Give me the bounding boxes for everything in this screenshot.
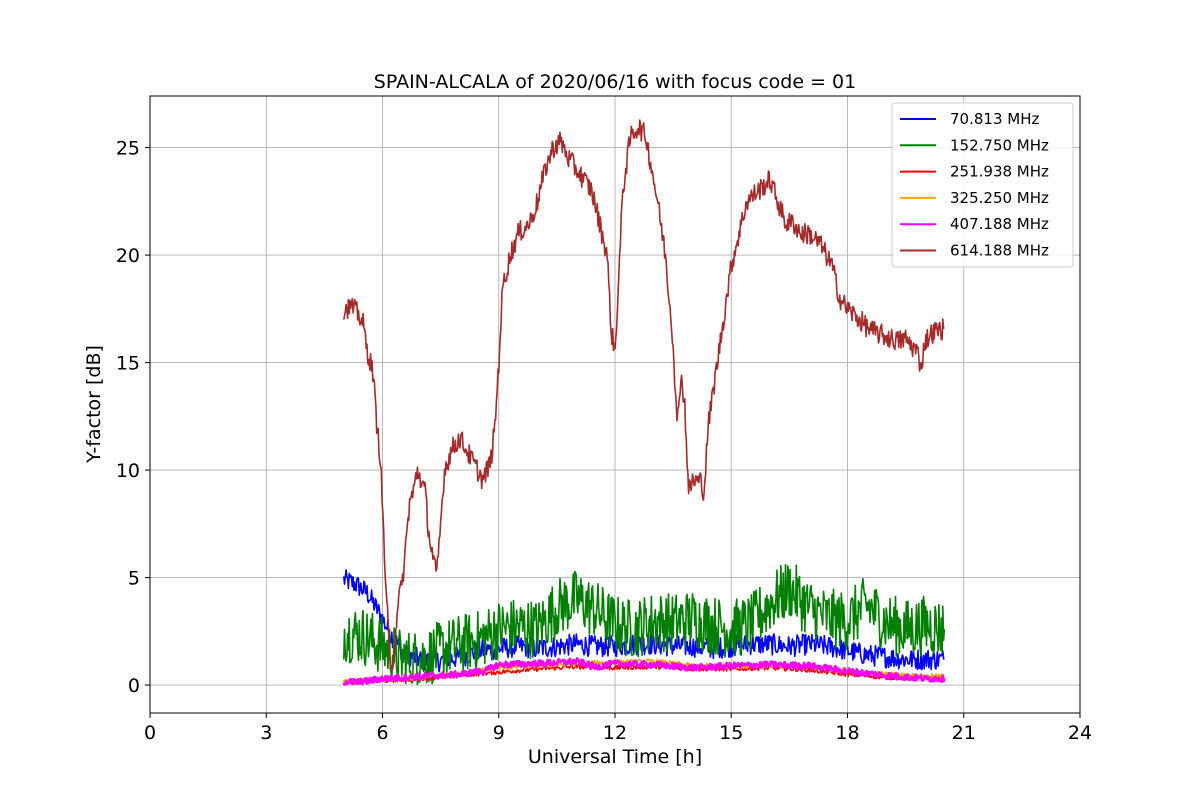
series-line-5 xyxy=(342,657,946,686)
legend-entry: 614.188 MHz xyxy=(950,242,1049,260)
y-axis-label: Y-factor [dB] xyxy=(83,345,105,464)
x-axis-label: Universal Time [h] xyxy=(528,746,702,768)
legend-entry: 152.750 MHz xyxy=(950,136,1049,154)
x-tick-label: 15 xyxy=(719,722,743,744)
y-tick-label: 0 xyxy=(128,675,140,697)
axis-ticks: 0 3 6 9 12 15 18 21 24 0 5 10 15 20 25 xyxy=(116,138,1092,744)
x-tick-label: 0 xyxy=(144,722,156,744)
x-tick-label: 21 xyxy=(952,722,976,744)
x-tick-label: 9 xyxy=(493,722,505,744)
legend-entry: 70.813 MHz xyxy=(950,110,1039,128)
chart-title: SPAIN-ALCALA of 2020/06/16 with focus co… xyxy=(374,71,856,93)
x-tick-label: 3 xyxy=(260,722,272,744)
y-tick-label: 25 xyxy=(116,138,140,160)
x-tick-label: 24 xyxy=(1068,722,1092,744)
series-line-6 xyxy=(343,119,945,671)
y-tick-label: 15 xyxy=(116,353,140,375)
legend-entry: 325.250 MHz xyxy=(950,189,1049,207)
x-tick-label: 6 xyxy=(376,722,388,744)
x-tick-label: 12 xyxy=(603,722,627,744)
y-tick-label: 10 xyxy=(116,460,140,482)
series-lines xyxy=(342,119,946,686)
legend-box xyxy=(891,102,1074,268)
y-tick-label: 20 xyxy=(116,245,140,267)
legend-entry: 407.188 MHz xyxy=(950,215,1049,233)
y-tick-label: 5 xyxy=(128,568,140,590)
legend-entry: 251.938 MHz xyxy=(950,163,1049,181)
legend: 70.813 MHz 152.750 MHz 251.938 MHz 325.250 … xyxy=(891,102,1074,268)
x-tick-label: 18 xyxy=(835,722,859,744)
